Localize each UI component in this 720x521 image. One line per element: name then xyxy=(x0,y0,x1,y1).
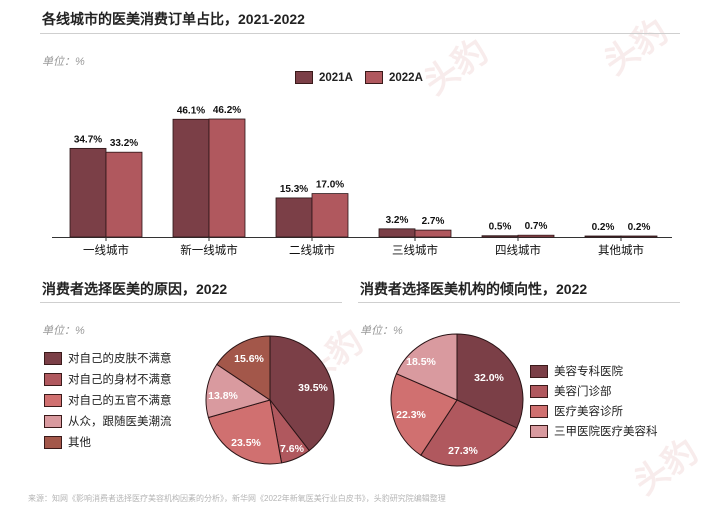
slice-label: 18.5% xyxy=(406,356,436,368)
reasons-divider xyxy=(40,302,342,303)
bar-2021A-2 xyxy=(275,197,313,238)
legend-swatch-2022 xyxy=(365,71,383,84)
legend-label-2021: 2021A xyxy=(319,71,353,84)
data-label: 33.2% xyxy=(110,138,138,149)
legend-item-features: 对自己的五官不满意 xyxy=(44,392,172,408)
x-tick-label: 其他城市 xyxy=(598,243,644,257)
x-tick-label: 三线城市 xyxy=(392,243,438,257)
legend-swatch xyxy=(530,384,548,398)
data-label: 0.7% xyxy=(525,221,548,232)
legend-swatch xyxy=(44,372,62,386)
legend-item-outpatient: 美容门诊部 xyxy=(530,383,612,399)
pie-slice xyxy=(205,363,272,419)
legend-label: 对自己的身材不满意 xyxy=(68,374,172,386)
pie-slice xyxy=(456,333,524,429)
slice-label: 39.5% xyxy=(298,382,328,394)
legend-swatch xyxy=(44,393,62,407)
title-divider xyxy=(40,33,680,34)
slice-label: 7.6% xyxy=(280,443,305,455)
data-label: 0.2% xyxy=(628,222,651,233)
legend-label: 其他 xyxy=(68,437,91,449)
bar-2022A-0 xyxy=(105,151,143,238)
legend-swatch xyxy=(44,414,62,428)
legend-label: 从众，跟随医美潮流 xyxy=(68,416,172,428)
data-label: 3.2% xyxy=(386,215,409,226)
bar-2022A-3 xyxy=(414,229,452,238)
source-note: 来源：知网《影响消费者选择医疗美容机构因素的分析》，新华网《2022年新氧医美行… xyxy=(28,494,446,503)
bar-chart-title: 各线城市的医美消费订单占比，2021-2022 xyxy=(42,11,305,27)
data-label: 17.0% xyxy=(316,180,344,191)
data-label: 2.7% xyxy=(422,216,445,227)
legend-item-specialty-hospital: 美容专科医院 xyxy=(530,363,623,379)
pie-slice xyxy=(207,399,283,465)
institutions-chart-title: 消费者选择医美机构的倾向性，2022 xyxy=(360,281,588,297)
data-label: 46.1% xyxy=(177,105,205,116)
slice-label: 23.5% xyxy=(231,437,261,449)
legend-swatch xyxy=(530,404,548,418)
institutions-divider xyxy=(358,302,680,303)
x-tick-label: 二线城市 xyxy=(289,243,335,257)
legend-label: 三甲医院医疗美容科 xyxy=(554,426,658,438)
legend-label: 对自己的皮肤不满意 xyxy=(68,353,172,365)
bar-2022A-2 xyxy=(311,193,349,238)
bar-2021A-1 xyxy=(172,118,210,238)
legend-item-skin: 对自己的皮肤不满意 xyxy=(44,350,172,366)
x-tick-label: 一线城市 xyxy=(83,243,129,257)
data-label: 0.2% xyxy=(592,222,615,233)
slice-label: 13.8% xyxy=(208,390,238,402)
legend-swatch-2021 xyxy=(295,71,313,84)
bar-2022A-4 xyxy=(517,234,555,238)
legend-label-2022: 2022A xyxy=(389,71,423,84)
slice-label: 32.0% xyxy=(474,372,504,384)
pie-slice xyxy=(269,335,335,452)
pie-slice xyxy=(395,333,458,401)
institutions-chart-unit: 单位：% xyxy=(360,325,403,337)
legend-item-2021: 2021A xyxy=(295,71,353,84)
slice-label: 27.3% xyxy=(448,445,478,457)
legend-item-clinic: 医疗美容诊所 xyxy=(530,403,623,419)
legend-item-2022: 2022A xyxy=(365,71,423,84)
x-tick-label: 新一线城市 xyxy=(180,243,238,257)
data-label: 15.3% xyxy=(280,184,308,195)
bar-2022A-5 xyxy=(620,235,658,238)
reasons-chart-unit: 单位：% xyxy=(42,325,85,337)
pie-slice xyxy=(390,373,458,456)
pie-slice xyxy=(420,399,518,467)
bar-chart-unit: 单位：% xyxy=(42,56,85,68)
bar-2022A-1 xyxy=(208,118,246,238)
slice-label: 15.6% xyxy=(234,353,264,365)
data-label: 46.2% xyxy=(213,105,241,116)
legend-swatch xyxy=(530,364,548,378)
data-label: 0.5% xyxy=(489,222,512,233)
legend-item-trend: 从众，跟随医美潮流 xyxy=(44,413,172,429)
legend-label: 医疗美容诊所 xyxy=(554,406,623,418)
legend-label: 对自己的五官不满意 xyxy=(68,395,172,407)
data-label: 34.7% xyxy=(74,134,102,145)
legend-item-body: 对自己的身材不满意 xyxy=(44,371,172,387)
pie-slice xyxy=(216,335,271,401)
legend-item-tier3-hospital: 三甲医院医疗美容科 xyxy=(530,423,658,439)
legend-swatch xyxy=(44,435,62,449)
legend-label: 美容专科医院 xyxy=(554,366,623,378)
legend-item-other: 其他 xyxy=(44,434,91,450)
reasons-chart-title: 消费者选择医美的原因，2022 xyxy=(42,281,228,297)
legend-swatch xyxy=(530,424,548,438)
slice-label: 22.3% xyxy=(396,409,426,421)
legend-swatch xyxy=(44,351,62,365)
legend-label: 美容门诊部 xyxy=(554,386,612,398)
x-tick-label: 四线城市 xyxy=(495,243,541,257)
